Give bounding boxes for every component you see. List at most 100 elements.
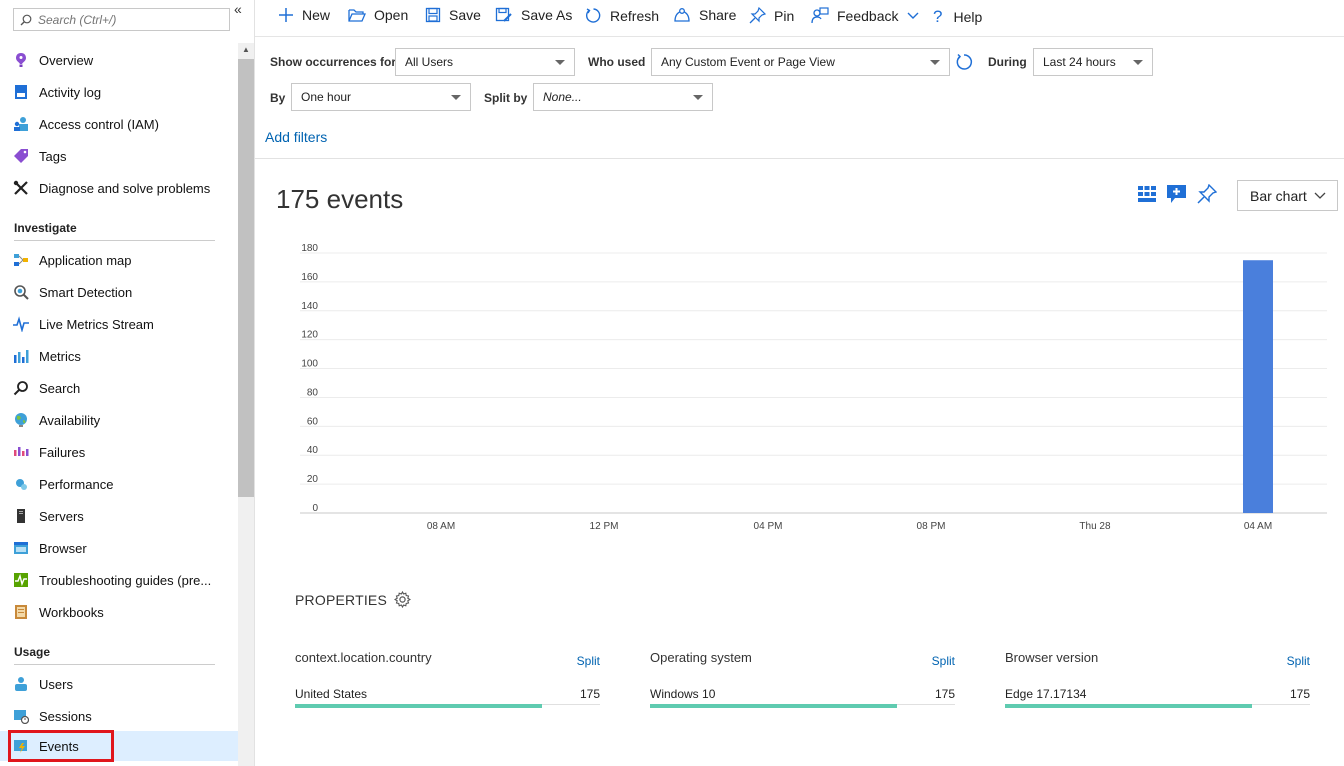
who-used-value: Any Custom Event or Page View bbox=[661, 55, 835, 69]
workbook-icon bbox=[13, 604, 29, 620]
sidebar-item-diagnose[interactable]: Diagnose and solve problems bbox=[0, 173, 238, 203]
sidebar-item-availability[interactable]: Availability bbox=[0, 405, 238, 435]
sidebar-item-label: Metrics bbox=[39, 348, 81, 364]
sidebar-item-live-metrics[interactable]: Live Metrics Stream bbox=[0, 309, 238, 339]
open-label: Open bbox=[374, 7, 409, 23]
split-link[interactable]: Split bbox=[931, 654, 955, 668]
sidebar-item-iam[interactable]: Access control (IAM) bbox=[0, 109, 238, 139]
during-dropdown[interactable]: Last 24 hours bbox=[1033, 48, 1153, 76]
x-tick-label: 04 PM bbox=[754, 521, 783, 532]
split-link[interactable]: Split bbox=[1286, 654, 1310, 668]
sidebar-item-label: Activity log bbox=[39, 84, 102, 100]
pin-to-dashboard-icon[interactable] bbox=[1197, 184, 1217, 204]
chevron-down-icon bbox=[907, 12, 919, 19]
save-label: Save bbox=[449, 7, 481, 23]
sidebar-item-workbooks[interactable]: Workbooks bbox=[0, 597, 238, 627]
sidebar-item-sessions[interactable]: Sessions bbox=[0, 701, 238, 731]
property-name: Browser version bbox=[1005, 650, 1099, 665]
server-icon bbox=[13, 508, 29, 524]
new-button[interactable]: New bbox=[278, 7, 330, 23]
chevron-down-icon bbox=[693, 95, 703, 100]
y-tick-label: 20 bbox=[307, 474, 319, 485]
sidebar-item-metrics[interactable]: Metrics bbox=[0, 341, 238, 371]
show-occurrences-dropdown[interactable]: All Users bbox=[395, 48, 575, 76]
command-bar: New Open Save Save As Refresh Share Pin bbox=[255, 0, 1344, 37]
section-usage: Usage bbox=[14, 645, 215, 665]
feedback-label: Feedback bbox=[837, 7, 899, 24]
sidebar-item-label: Availability bbox=[39, 412, 101, 428]
browser-icon bbox=[13, 540, 29, 556]
sidebar-item-servers[interactable]: Servers bbox=[0, 501, 238, 531]
chart-bar[interactable] bbox=[1243, 260, 1273, 513]
sidebar-item-browser[interactable]: Browser bbox=[0, 533, 238, 563]
refresh-icon[interactable] bbox=[955, 53, 973, 71]
refresh-button[interactable]: Refresh bbox=[585, 7, 659, 24]
chevron-down-icon bbox=[930, 60, 940, 65]
refresh-icon bbox=[585, 8, 601, 23]
sidebar-item-users[interactable]: Users bbox=[0, 669, 238, 699]
sidebar-item-label: Diagnose and solve problems bbox=[39, 180, 211, 196]
sidebar-item-activity-log[interactable]: Activity log bbox=[0, 77, 238, 107]
iam-icon bbox=[13, 116, 29, 132]
failures-icon bbox=[13, 444, 29, 460]
feedback-icon bbox=[811, 7, 829, 24]
help-icon: ? bbox=[933, 7, 943, 26]
sidebar-item-label: Access control (IAM) bbox=[39, 116, 159, 132]
sidebar-item-label: Application map bbox=[39, 252, 132, 268]
y-tick-label: 160 bbox=[301, 272, 318, 283]
chevron-down-icon bbox=[1314, 192, 1326, 199]
sidebar-item-search[interactable]: Search bbox=[0, 373, 238, 403]
sidebar-item-label: Performance bbox=[39, 476, 114, 492]
events-icon bbox=[13, 738, 29, 754]
application-map-icon bbox=[13, 252, 29, 268]
during-value: Last 24 hours bbox=[1043, 55, 1116, 69]
save-as-button[interactable]: Save As bbox=[495, 7, 572, 23]
troubleshooting-guide-icon bbox=[13, 572, 29, 588]
sidebar-item-tags[interactable]: Tags bbox=[0, 141, 238, 171]
collapse-sidebar-button[interactable]: « bbox=[234, 1, 242, 17]
help-button[interactable]: ? Help bbox=[933, 7, 982, 27]
sidebar-item-troubleshooting[interactable]: Troubleshooting guides (pre... bbox=[0, 565, 238, 595]
sidebar-item-failures[interactable]: Failures bbox=[0, 437, 238, 467]
pin-label: Pin bbox=[774, 7, 795, 24]
x-tick-label: 08 PM bbox=[917, 521, 946, 532]
scrollbar-thumb[interactable] bbox=[238, 59, 254, 497]
property-name: context.location.country bbox=[295, 650, 432, 665]
open-button[interactable]: Open bbox=[348, 7, 408, 23]
sidebar-item-performance[interactable]: Performance bbox=[0, 469, 238, 499]
chevron-down-icon bbox=[555, 60, 565, 65]
property-row-value: 175 bbox=[934, 687, 955, 701]
grid-view-icon[interactable] bbox=[1137, 184, 1157, 204]
split-link[interactable]: Split bbox=[576, 654, 600, 668]
feedback-button[interactable]: Feedback bbox=[811, 7, 919, 24]
property-row-label[interactable]: United States bbox=[295, 687, 368, 701]
users-icon bbox=[13, 676, 29, 692]
sidebar-item-application-map[interactable]: Application map bbox=[0, 245, 238, 275]
by-dropdown[interactable]: One hour bbox=[291, 83, 471, 111]
sidebar-scrollbar[interactable]: ▲ bbox=[238, 43, 254, 766]
split-by-dropdown[interactable]: None... bbox=[533, 83, 713, 111]
sidebar-item-label: Failures bbox=[39, 444, 86, 460]
scroll-up-arrow-icon[interactable]: ▲ bbox=[242, 45, 250, 54]
gear-icon[interactable] bbox=[394, 591, 411, 608]
save-button[interactable]: Save bbox=[425, 7, 481, 23]
sidebar-search-box[interactable] bbox=[13, 8, 230, 31]
add-comment-icon[interactable] bbox=[1166, 184, 1187, 205]
sidebar-item-label: Servers bbox=[39, 508, 84, 524]
property-row-label[interactable]: Edge 17.17134 bbox=[1005, 687, 1087, 701]
sidebar-search-input[interactable] bbox=[38, 12, 218, 27]
sidebar-item-label: Live Metrics Stream bbox=[39, 316, 154, 332]
add-filters-link[interactable]: Add filters bbox=[265, 129, 328, 145]
pin-button[interactable]: Pin bbox=[749, 7, 794, 24]
property-bar-fill bbox=[295, 704, 543, 708]
events-bar-chart: 0 20 40 60 80 100 120 140 160 180 08 AM 12 PM 04 PM 0… bbox=[300, 243, 1327, 532]
share-button[interactable]: Share bbox=[673, 7, 736, 23]
sidebar-item-smart-detection[interactable]: Smart Detection bbox=[0, 277, 238, 307]
sidebar-item-events[interactable]: Events bbox=[0, 731, 238, 761]
property-row-label[interactable]: Windows 10 bbox=[650, 687, 716, 701]
sidebar-item-overview[interactable]: Overview bbox=[0, 45, 238, 75]
chart-type-dropdown[interactable]: Bar chart bbox=[1237, 180, 1338, 211]
x-tick-label: 12 PM bbox=[590, 521, 619, 532]
who-used-dropdown[interactable]: Any Custom Event or Page View bbox=[651, 48, 950, 76]
